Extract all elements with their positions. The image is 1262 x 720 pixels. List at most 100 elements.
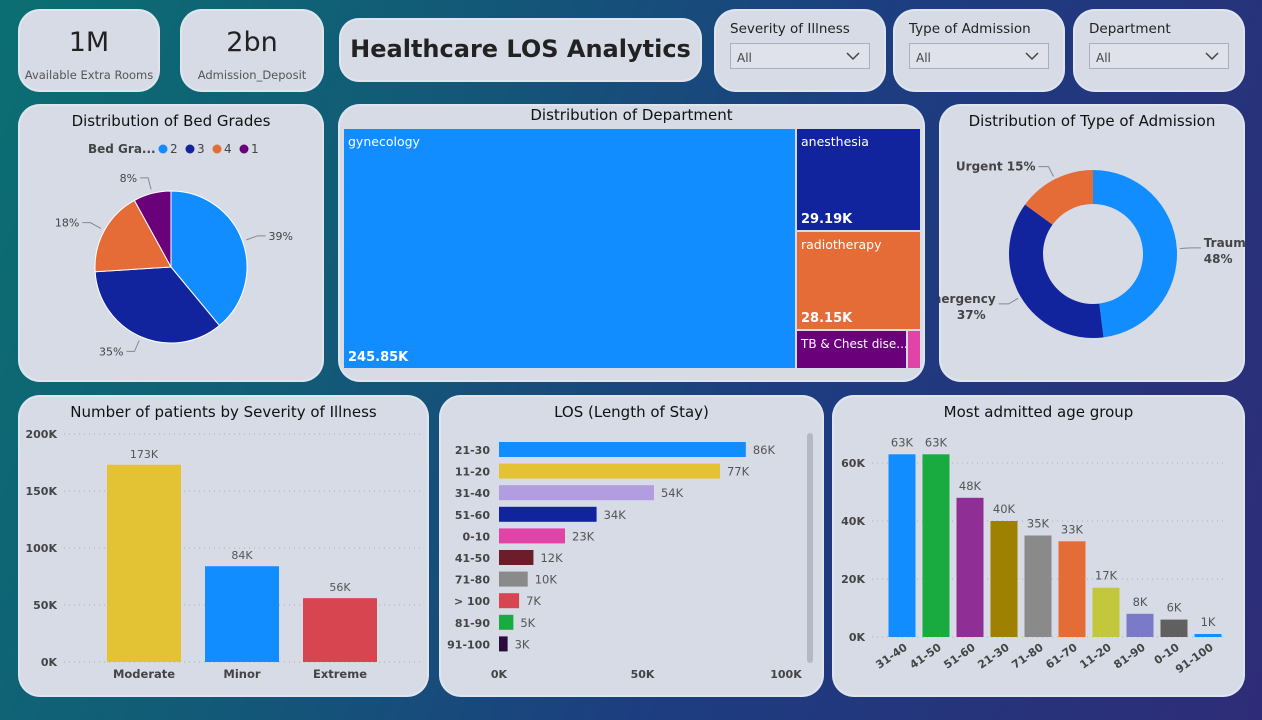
data-label: 63K bbox=[925, 435, 948, 449]
data-label: 34K bbox=[604, 508, 627, 522]
bar[interactable] bbox=[499, 614, 514, 630]
bar[interactable] bbox=[1160, 619, 1188, 637]
bar[interactable] bbox=[205, 566, 279, 662]
severity-dropdown[interactable]: All bbox=[730, 43, 870, 69]
kpi-card-rooms: 1M Available Extra Rooms bbox=[18, 9, 160, 92]
donut-slice[interactable] bbox=[1093, 170, 1177, 338]
leader-line bbox=[126, 340, 140, 352]
chart-title: Distribution of Type of Admission bbox=[968, 112, 1216, 130]
bar[interactable] bbox=[499, 442, 746, 457]
data-label: 40K bbox=[993, 502, 1016, 516]
pie-slice[interactable] bbox=[133, 190, 172, 268]
y-tick-label: 0K bbox=[41, 656, 58, 669]
tile-value: 245.85K bbox=[348, 350, 409, 365]
slice-name: Emergency bbox=[939, 292, 996, 306]
bar[interactable] bbox=[499, 463, 720, 479]
data-label: 5K bbox=[520, 616, 535, 630]
bar[interactable] bbox=[1194, 634, 1222, 637]
filter-severity: Severity of Illness All bbox=[714, 9, 886, 92]
bar[interactable] bbox=[499, 550, 534, 565]
bar[interactable] bbox=[1058, 541, 1086, 637]
legend-marker bbox=[212, 144, 222, 154]
filter-admission-type: Type of Admission All bbox=[893, 9, 1065, 92]
chart-title: Most admitted age group bbox=[943, 403, 1134, 421]
filter-label: Severity of Illness bbox=[730, 21, 850, 37]
y-tick-label: 91-100 bbox=[447, 638, 490, 651]
legend-label: 2 bbox=[170, 142, 178, 156]
bar[interactable] bbox=[956, 497, 984, 637]
bar[interactable] bbox=[107, 464, 181, 662]
severity-bar-chart: 0K 50K 100K 150K 200K 173K Moderate 84K Minor 56K… bbox=[26, 428, 424, 681]
bar[interactable] bbox=[888, 454, 916, 637]
y-tick-label: 50K bbox=[33, 599, 57, 612]
page-title: Healthcare LOS Analytics bbox=[350, 35, 691, 63]
data-label: 6K bbox=[1167, 601, 1182, 615]
treemap-tile-tb-chest[interactable]: TB & Chest dise... bbox=[797, 331, 906, 368]
donut-slice[interactable] bbox=[1025, 170, 1093, 225]
data-label: 48K bbox=[959, 479, 982, 493]
leader-line bbox=[246, 235, 266, 241]
scrollbar[interactable] bbox=[807, 433, 813, 663]
age-group-bar-chart: 0K 20K 40K 60K 63K 31-40 63K 41-50 48K 51-60 40K 21… bbox=[841, 435, 1227, 676]
y-tick-label: 41-50 bbox=[455, 552, 491, 565]
bar[interactable] bbox=[499, 528, 566, 544]
bar[interactable] bbox=[499, 571, 528, 587]
bar[interactable] bbox=[499, 636, 508, 652]
data-label: 1K bbox=[1201, 615, 1216, 629]
y-tick-label: 60K bbox=[841, 457, 865, 470]
chevron-down-icon bbox=[1205, 52, 1219, 61]
bed-grades-card: Distribution of Bed Grades Bed Gra... 2 3 4… bbox=[18, 104, 324, 382]
tile-name: TB & Chest dise... bbox=[801, 337, 906, 351]
dropdown-value: All bbox=[916, 51, 931, 65]
treemap-tile-anesthesia[interactable]: anesthesia 29.19K bbox=[797, 129, 920, 230]
tile-name: radiotherapy bbox=[801, 237, 882, 252]
data-label: 86K bbox=[753, 443, 776, 457]
bar[interactable] bbox=[1092, 587, 1120, 637]
bar[interactable] bbox=[1126, 613, 1154, 637]
bar[interactable] bbox=[990, 521, 1018, 637]
y-tick-label: > 100 bbox=[454, 595, 490, 608]
slice-label: 48% bbox=[1204, 252, 1233, 266]
bar[interactable] bbox=[499, 485, 654, 501]
y-tick-label: 31-40 bbox=[455, 487, 491, 500]
leader-line bbox=[1179, 247, 1201, 250]
treemap-tile-other[interactable] bbox=[908, 331, 920, 368]
bar[interactable] bbox=[499, 593, 520, 609]
treemap-tile-radiotherapy[interactable]: radiotherapy 28.15K bbox=[797, 232, 920, 329]
data-label: 17K bbox=[1095, 569, 1118, 583]
pie-slice[interactable] bbox=[170, 190, 248, 327]
bar[interactable] bbox=[922, 454, 950, 637]
x-tick-label: 21-30 bbox=[975, 641, 1012, 672]
x-tick-label: 50K bbox=[631, 668, 655, 681]
tile-name: gynecology bbox=[348, 134, 420, 149]
department-dropdown[interactable]: All bbox=[1089, 43, 1229, 69]
donut-slice[interactable] bbox=[1009, 204, 1104, 338]
bar[interactable] bbox=[303, 598, 377, 662]
data-label: 12K bbox=[540, 551, 563, 565]
tile-value: 29.19K bbox=[801, 212, 853, 227]
x-tick-label: Extreme bbox=[313, 667, 367, 681]
y-tick-label: 40K bbox=[841, 515, 865, 528]
data-label: 173K bbox=[130, 448, 159, 461]
admission-type-dropdown[interactable]: All bbox=[909, 43, 1049, 69]
slice-label: 39% bbox=[269, 230, 293, 243]
data-label: 3K bbox=[515, 637, 530, 651]
pie-slice[interactable] bbox=[94, 266, 221, 344]
y-tick-label: 20K bbox=[841, 573, 865, 586]
pie-slice[interactable] bbox=[94, 199, 172, 273]
bar[interactable] bbox=[1024, 535, 1052, 638]
x-tick-label: 51-60 bbox=[941, 641, 978, 672]
leader-line bbox=[998, 297, 1019, 305]
kpi-value: 1M bbox=[68, 27, 110, 58]
slice-label: 35% bbox=[99, 345, 123, 358]
kpi-label: Available Extra Rooms bbox=[24, 68, 154, 82]
data-label: 7K bbox=[526, 594, 541, 608]
tile-value: 28.15K bbox=[801, 311, 853, 326]
data-label: 77K bbox=[727, 465, 750, 479]
treemap-tile-gynecology[interactable]: gynecology 245.85K bbox=[344, 129, 795, 368]
x-tick-label: 41-50 bbox=[907, 641, 944, 672]
dropdown-value: All bbox=[737, 51, 752, 65]
bar[interactable] bbox=[499, 506, 597, 522]
age-group-card: Most admitted age group 0K 20K 40K 60K 63K 31… bbox=[832, 395, 1245, 697]
